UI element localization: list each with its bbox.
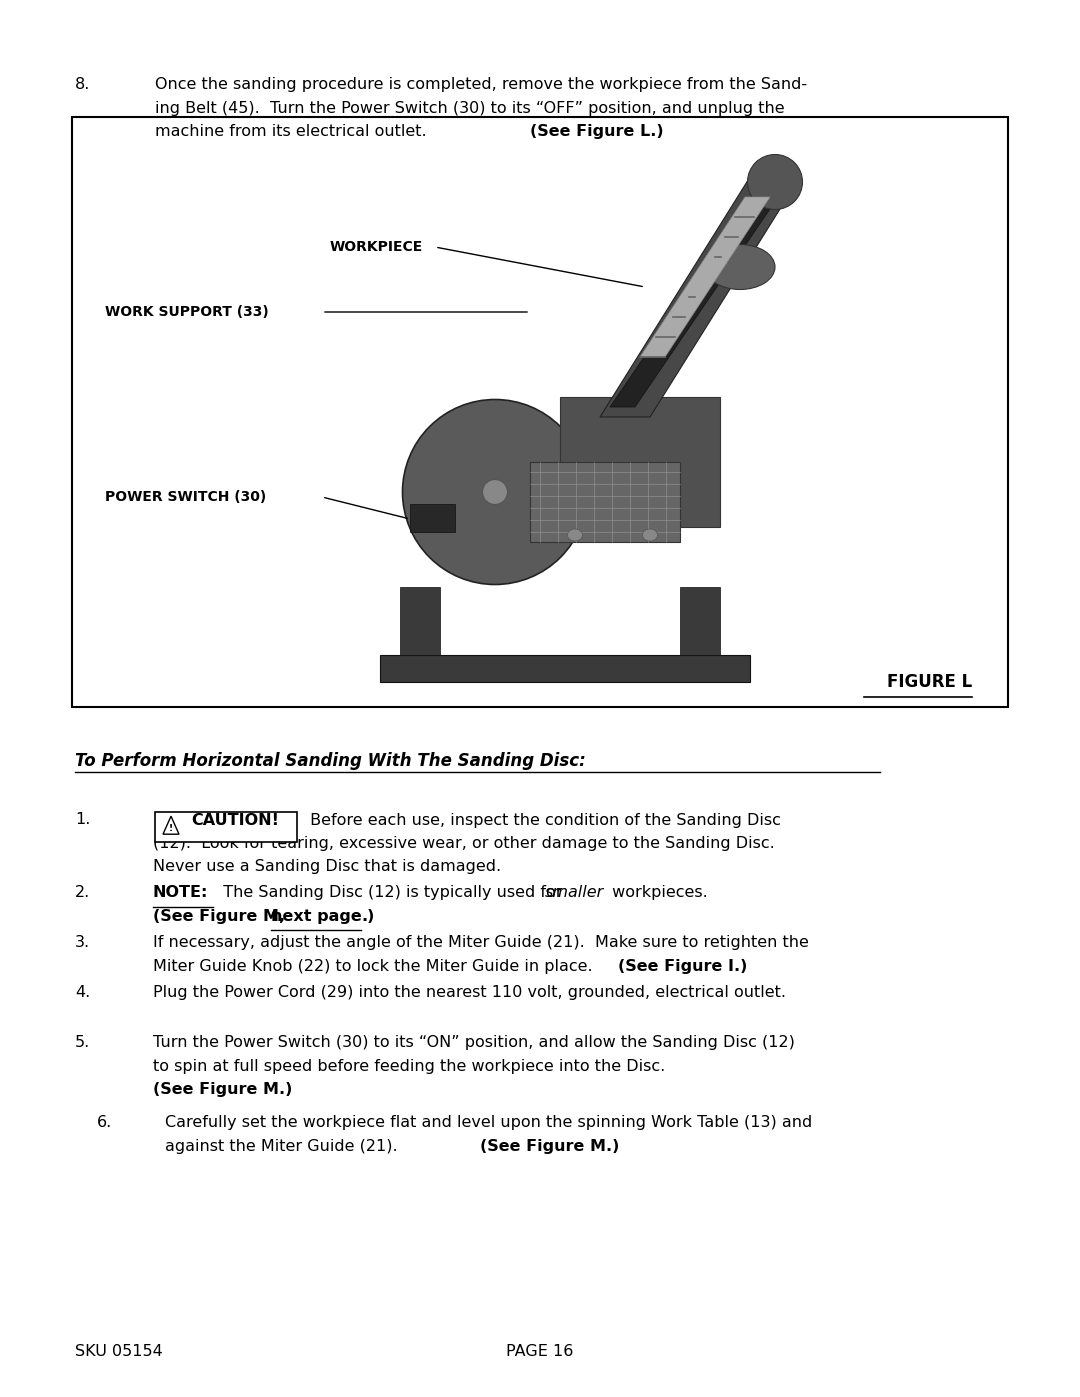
Text: !: ! bbox=[168, 823, 173, 833]
Polygon shape bbox=[561, 397, 720, 527]
Polygon shape bbox=[600, 177, 800, 416]
Text: FIGURE L: FIGURE L bbox=[887, 673, 972, 692]
Polygon shape bbox=[640, 197, 770, 358]
Ellipse shape bbox=[403, 400, 588, 584]
Bar bbox=[410, 504, 455, 532]
Text: Never use a Sanding Disc that is damaged.: Never use a Sanding Disc that is damaged… bbox=[153, 859, 501, 875]
Text: to spin at full speed before feeding the workpiece into the Disc.: to spin at full speed before feeding the… bbox=[153, 1059, 665, 1073]
Bar bbox=[72, 117, 1008, 707]
Polygon shape bbox=[530, 462, 680, 542]
Text: WORKPIECE: WORKPIECE bbox=[330, 240, 423, 254]
Text: (See Figure M.): (See Figure M.) bbox=[480, 1139, 619, 1154]
Ellipse shape bbox=[643, 529, 658, 541]
Text: NOTE:: NOTE: bbox=[153, 886, 208, 900]
Text: (12).  Look for tearing, excessive wear, or other damage to the Sanding Disc.: (12). Look for tearing, excessive wear, … bbox=[153, 835, 774, 851]
Bar bbox=[156, 812, 297, 842]
Text: Turn the Power Switch (30) to its “ON” position, and allow the Sanding Disc (12): Turn the Power Switch (30) to its “ON” p… bbox=[153, 1035, 795, 1051]
Ellipse shape bbox=[705, 244, 775, 289]
Text: 6.: 6. bbox=[97, 1115, 112, 1130]
Text: 1.: 1. bbox=[75, 812, 91, 827]
Polygon shape bbox=[680, 587, 720, 655]
Text: (See Figure M,: (See Figure M, bbox=[153, 908, 291, 923]
Text: POWER SWITCH (30): POWER SWITCH (30) bbox=[105, 490, 267, 504]
Text: 4.: 4. bbox=[75, 985, 91, 1000]
Text: Miter Guide Knob (22) to lock the Miter Guide in place.: Miter Guide Knob (22) to lock the Miter … bbox=[153, 958, 603, 974]
Ellipse shape bbox=[747, 155, 802, 210]
Text: .): .) bbox=[361, 908, 375, 923]
Polygon shape bbox=[610, 187, 785, 407]
Text: Once the sanding procedure is completed, remove the workpiece from the Sand-: Once the sanding procedure is completed,… bbox=[156, 77, 807, 92]
Text: ing Belt (45).  Turn the Power Switch (30) to its “OFF” position, and unplug the: ing Belt (45). Turn the Power Switch (30… bbox=[156, 101, 785, 116]
Text: (See Figure I.): (See Figure I.) bbox=[618, 958, 747, 974]
Text: 2.: 2. bbox=[75, 886, 91, 900]
Text: against the Miter Guide (21).: against the Miter Guide (21). bbox=[165, 1139, 408, 1154]
Text: 3.: 3. bbox=[75, 935, 90, 950]
Polygon shape bbox=[380, 655, 750, 682]
Text: CAUTION!: CAUTION! bbox=[191, 813, 279, 828]
Text: To Perform Horizontal Sanding With The Sanding Disc:: To Perform Horizontal Sanding With The S… bbox=[75, 752, 585, 770]
Text: PAGE 16: PAGE 16 bbox=[507, 1344, 573, 1359]
Polygon shape bbox=[163, 816, 179, 834]
Ellipse shape bbox=[567, 529, 582, 541]
Text: WORK SUPPORT (33): WORK SUPPORT (33) bbox=[105, 305, 269, 319]
Text: Carefully set the workpiece flat and level upon the spinning Work Table (13) and: Carefully set the workpiece flat and lev… bbox=[165, 1115, 812, 1130]
Text: (See Figure M.): (See Figure M.) bbox=[153, 1083, 293, 1097]
Text: machine from its electrical outlet.: machine from its electrical outlet. bbox=[156, 124, 437, 138]
Text: SKU 05154: SKU 05154 bbox=[75, 1344, 163, 1359]
Text: The Sanding Disc (12) is typically used for: The Sanding Disc (12) is typically used … bbox=[213, 886, 568, 900]
Ellipse shape bbox=[483, 479, 508, 504]
Text: Before each use, inspect the condition of the Sanding Disc: Before each use, inspect the condition o… bbox=[305, 813, 781, 828]
Text: (See Figure L.): (See Figure L.) bbox=[530, 124, 663, 138]
Text: 8.: 8. bbox=[75, 77, 91, 92]
Text: Plug the Power Cord (29) into the nearest 110 volt, grounded, electrical outlet.: Plug the Power Cord (29) into the neares… bbox=[153, 985, 786, 1000]
Polygon shape bbox=[400, 587, 440, 655]
Text: workpieces.: workpieces. bbox=[607, 886, 707, 900]
Text: 5.: 5. bbox=[75, 1035, 91, 1051]
Text: smaller: smaller bbox=[545, 886, 604, 900]
Text: If necessary, adjust the angle of the Miter Guide (21).  Make sure to retighten : If necessary, adjust the angle of the Mi… bbox=[153, 935, 809, 950]
Text: next page: next page bbox=[271, 908, 362, 923]
